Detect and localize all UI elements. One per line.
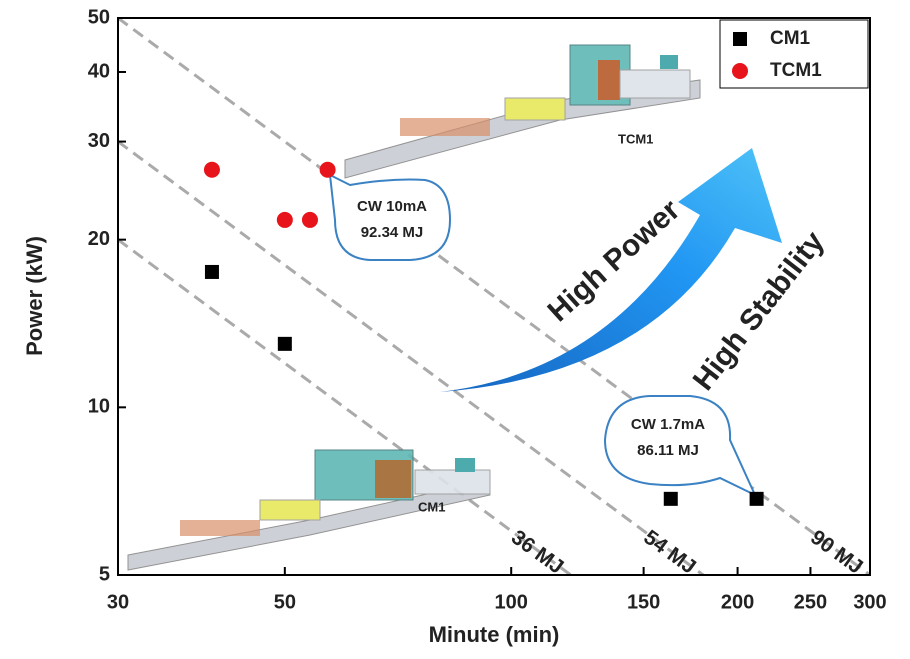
- x-tick-label: 150: [627, 591, 660, 613]
- y-axis-label: Power (kW): [22, 236, 47, 356]
- x-tick-label: 100: [495, 591, 528, 613]
- point: [278, 337, 292, 351]
- legend-label: CM1: [770, 28, 811, 49]
- point: [320, 162, 336, 178]
- x-tick-label: 300: [853, 591, 886, 613]
- x-tick-label: 250: [794, 591, 827, 613]
- chart: 36 MJ54 MJ90 MJ TCM1 CM1 High Power High…: [0, 0, 910, 659]
- callout: [330, 175, 450, 260]
- image-label: TCM1: [618, 131, 653, 146]
- point: [302, 212, 318, 228]
- callout-text: 86.11 MJ: [637, 442, 699, 459]
- reference-label: 54 MJ: [639, 526, 700, 579]
- point: [750, 492, 764, 506]
- x-tick-label: 50: [274, 591, 296, 613]
- image-label: CM1: [418, 499, 445, 514]
- point: [277, 212, 293, 228]
- legend-label: TCM1: [770, 60, 822, 81]
- callout-text: 92.34 MJ: [361, 224, 424, 241]
- y-tick-label: 5: [99, 563, 110, 585]
- x-axis-label: Minute (min): [429, 622, 560, 647]
- x-tick-label: 30: [107, 591, 129, 613]
- reference-label: 90 MJ: [806, 526, 867, 579]
- tcm1-illustration: [345, 45, 700, 178]
- point: [205, 265, 219, 279]
- reference-label: 36 MJ: [507, 526, 568, 579]
- callout-text: CW 1.7mA: [631, 416, 705, 433]
- y-tick-label: 40: [88, 60, 110, 82]
- x-tick-label: 200: [721, 591, 754, 613]
- y-tick-label: 10: [88, 396, 110, 418]
- point: [664, 492, 678, 506]
- y-tick-label: 20: [88, 228, 110, 250]
- legend-marker: [733, 32, 747, 46]
- callout-text: CW 10mA: [357, 198, 427, 215]
- y-tick-label: 50: [88, 6, 110, 28]
- legend-marker: [732, 63, 748, 79]
- point: [204, 162, 220, 178]
- y-tick-label: 30: [88, 130, 110, 152]
